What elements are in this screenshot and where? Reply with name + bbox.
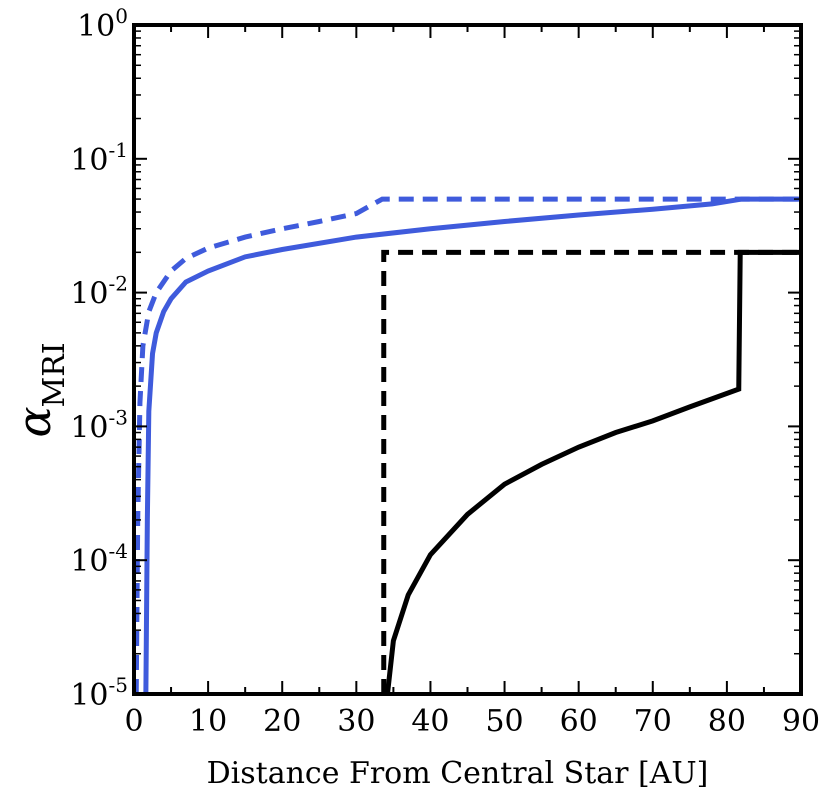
plot-frame [132, 23, 803, 696]
y-tick-label: 10-3 [70, 405, 128, 445]
x-tick-label: 30 [337, 704, 375, 739]
y-tick-label-exponent: -5 [109, 673, 128, 697]
y-tick-label: 10-5 [70, 673, 128, 713]
series-line-0 [133, 196, 801, 695]
series-line-1 [143, 196, 801, 695]
y-axis-title-symbol: α [7, 406, 61, 437]
x-tick-label: 70 [634, 704, 672, 739]
labels-layer: 0 10 20 30 40 50 60 70 80 9010010-110-210-310-410… [70, 4, 820, 739]
y-tick-label-exponent: -2 [109, 272, 128, 296]
y-tick-label-base: 10 [70, 277, 108, 312]
y-tick-label-exponent: -4 [109, 539, 128, 563]
x-axis-title: Distance From Central Star [AU] [207, 756, 709, 791]
y-axis-title: α MRI [7, 342, 72, 437]
x-tick-label: 90 [782, 704, 820, 739]
y-tick-label-exponent: -3 [109, 405, 128, 429]
x-tick-label: 50 [485, 704, 523, 739]
y-axis-title-subscript: MRI [37, 342, 72, 407]
y-tick-label: 10-1 [70, 138, 128, 178]
x-tick-label: 10 [189, 704, 227, 739]
x-tick-label: 40 [411, 704, 449, 739]
y-tick-label-base: 10 [77, 9, 115, 44]
y-tick-label: 100 [77, 4, 128, 44]
series-layer [133, 196, 801, 695]
y-tick-label-exponent: -1 [109, 138, 128, 162]
x-tick-label: 60 [560, 704, 598, 739]
x-tick-label: 80 [708, 704, 746, 739]
y-tick-label-base: 10 [70, 143, 108, 178]
y-tick-label-base: 10 [70, 410, 108, 445]
y-tick-label-base: 10 [70, 544, 108, 579]
series-line-2 [381, 249, 801, 694]
y-tick-label: 10-4 [70, 539, 128, 579]
y-tick-label-base: 10 [70, 678, 108, 713]
x-tick-label: 0 [124, 704, 143, 739]
x-tick-label: 20 [263, 704, 301, 739]
y-tick-label: 10-2 [70, 272, 128, 312]
ticks-layer [133, 24, 802, 695]
y-tick-label-exponent: 0 [115, 4, 128, 28]
series-line-3 [384, 249, 801, 695]
